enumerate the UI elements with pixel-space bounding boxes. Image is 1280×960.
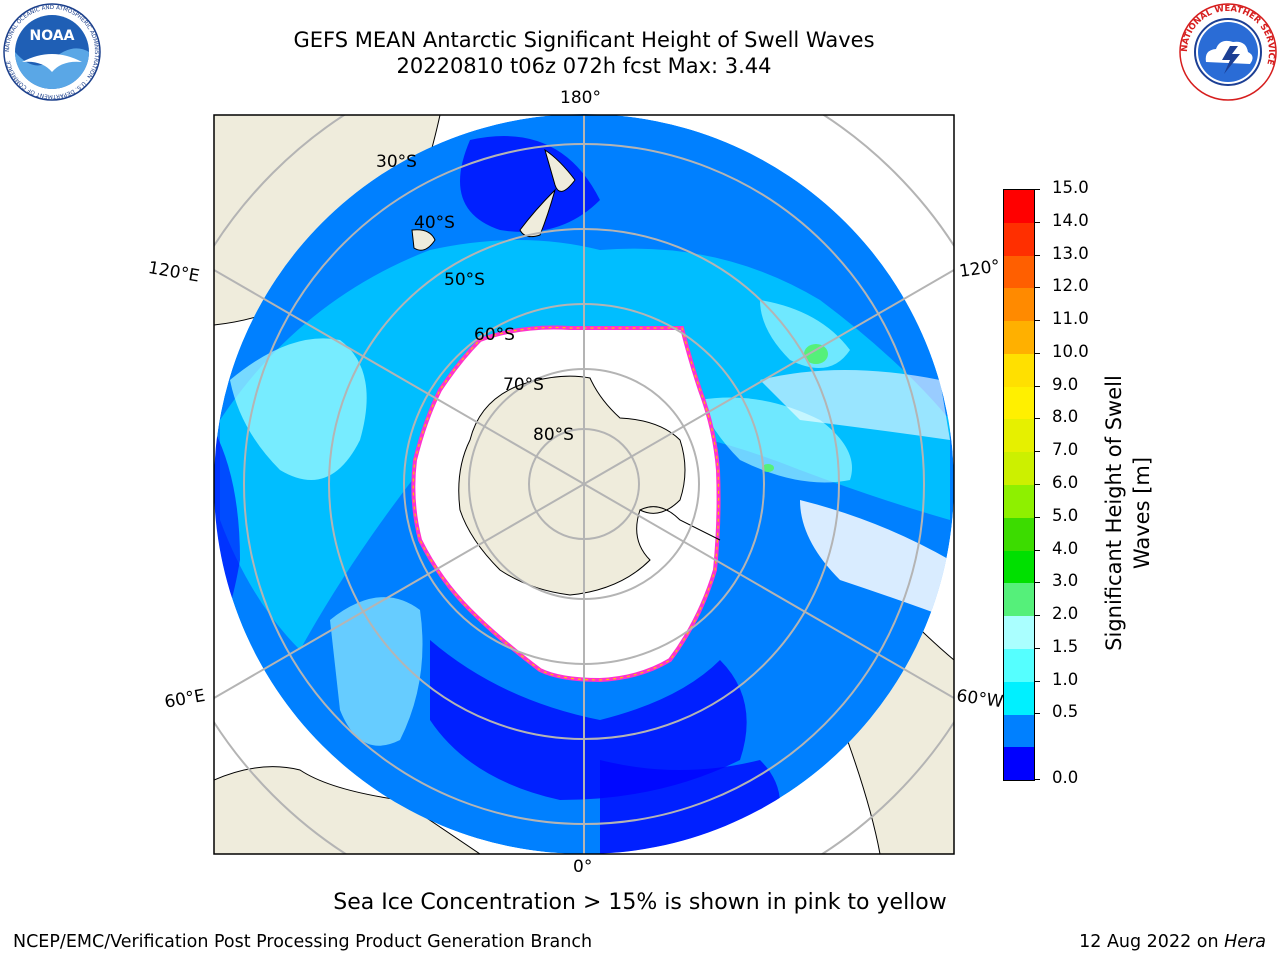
lat-label-40s: 40°S	[414, 213, 455, 233]
credit-host: Hera	[1224, 932, 1266, 952]
colorbar-tick-mark	[1034, 615, 1040, 617]
colorbar-swatch	[1004, 517, 1034, 551]
nws-logo: NATIONAL WEATHER SERVICE	[1179, 3, 1277, 101]
colorbar-tick-label: 12.0	[1052, 276, 1089, 296]
colorbar-tick-label: 4.0	[1052, 538, 1079, 558]
colorbar-tick-mark	[1034, 647, 1040, 649]
colorbar-swatch	[1004, 222, 1034, 256]
colorbar-tick-label: 13.0	[1052, 243, 1089, 263]
graticule	[214, 115, 954, 854]
colorbar-tick-label: 11.0	[1052, 309, 1089, 329]
lon-label-180: 180°	[560, 88, 601, 108]
colorbar-tick-mark	[1034, 779, 1040, 780]
colorbar-swatch	[1004, 255, 1034, 289]
credit-date: 12 Aug 2022 on	[1079, 932, 1225, 952]
colorbar-tick-mark	[1034, 451, 1040, 453]
colorbar-tick-mark	[1034, 582, 1040, 584]
colorbar-tick-label: 0.0	[1052, 768, 1079, 787]
colorbar-tick-label: 0.5	[1052, 702, 1079, 722]
colorbar-swatch	[1004, 419, 1034, 453]
colorbar-swatch	[1004, 321, 1034, 354]
credit-right: 12 Aug 2022 on Hera	[1079, 932, 1266, 952]
colorbar-tick-mark	[1034, 287, 1040, 289]
colorbar-tick-mark	[1034, 516, 1040, 518]
colorbar-swatch	[1004, 681, 1034, 715]
noaa-logo: NOAA NATIONAL OCEANIC AND ATMOSPHERIC AD…	[3, 3, 101, 101]
colorbar-swatch	[1004, 288, 1034, 322]
colorbar-title-line2: Waves [m]	[1130, 456, 1154, 570]
colorbar-tick-mark	[1034, 418, 1040, 420]
colorbar-tick-mark	[1034, 713, 1040, 715]
colorbar-swatch	[1004, 190, 1034, 223]
sea-ice-note: Sea Ice Concentration > 15% is shown in …	[333, 890, 947, 915]
colorbar-swatch	[1004, 353, 1034, 387]
colorbar-title-line1: Significant Height of Swell	[1102, 375, 1126, 651]
colorbar-swatch	[1004, 714, 1034, 748]
colorbar-tick-mark	[1034, 221, 1040, 223]
colorbar-tick-label: 3.0	[1052, 571, 1079, 591]
colorbar-swatch	[1004, 386, 1034, 420]
colorbar-tick-label: 7.0	[1052, 440, 1079, 460]
colorbar-swatch	[1004, 485, 1034, 518]
map-frame	[213, 114, 955, 855]
chart-subtitle: 20220810 t06z 072h fcst Max: 3.44	[396, 54, 772, 78]
colorbar-tick-label: 1.0	[1052, 669, 1079, 689]
colorbar-swatch	[1004, 583, 1034, 617]
colorbar-ticks: 15.0 14.0 13.0 12.0 11.0 10.0 9.0 8.0 7.0 6.0 5.0 4…	[1034, 178, 1114, 787]
colorbar-tick-label: 15.0	[1052, 178, 1089, 197]
colorbar-swatch	[1004, 550, 1034, 584]
lat-label-80s: 80°S	[533, 425, 574, 445]
colorbar-tick-mark	[1034, 680, 1040, 682]
colorbar-tick-mark	[1034, 320, 1040, 322]
colorbar-tick-mark	[1034, 484, 1040, 485]
colorbar-tick-label: 8.0	[1052, 407, 1079, 427]
tasmania	[411, 229, 436, 251]
colorbar-tick-mark	[1034, 352, 1040, 354]
lat-label-70s: 70°S	[503, 375, 544, 395]
colorbar-tick-label: 1.5	[1052, 636, 1079, 656]
colorbar-tick-label: 9.0	[1052, 374, 1079, 394]
colorbar-tick-label: 10.0	[1052, 341, 1089, 361]
colorbar-tick-label: 2.0	[1052, 604, 1079, 624]
colorbar-tick-label: 14.0	[1052, 210, 1089, 230]
antarctica	[458, 375, 686, 596]
lat-label-50s: 50°S	[444, 270, 485, 290]
colorbar-tick-label: 5.0	[1052, 505, 1079, 525]
noaa-logo-text: NOAA	[30, 28, 75, 44]
colorbar-title: Significant Height of Swell Waves [m]	[1100, 313, 1156, 713]
colorbar	[1003, 189, 1035, 781]
lat-label-60s: 60°S	[474, 325, 515, 345]
lat-label-30s: 30°S	[376, 152, 417, 172]
colorbar-tick-mark	[1034, 254, 1040, 256]
colorbar-tick-label: 6.0	[1052, 473, 1079, 492]
colorbar-swatch	[1004, 747, 1034, 781]
colorbar-tick-mark	[1034, 189, 1040, 190]
lon-label-0: 0°	[573, 857, 593, 877]
colorbar-tick-mark	[1034, 549, 1040, 551]
colorbar-swatch	[1004, 648, 1034, 682]
chart-title: GEFS MEAN Antarctic Significant Height o…	[293, 28, 875, 52]
colorbar-swatch	[1004, 452, 1034, 486]
credit-left: NCEP/EMC/Verification Post Processing Pr…	[13, 932, 593, 952]
colorbar-swatch	[1004, 616, 1034, 649]
colorbar-tick-mark	[1034, 385, 1040, 387]
